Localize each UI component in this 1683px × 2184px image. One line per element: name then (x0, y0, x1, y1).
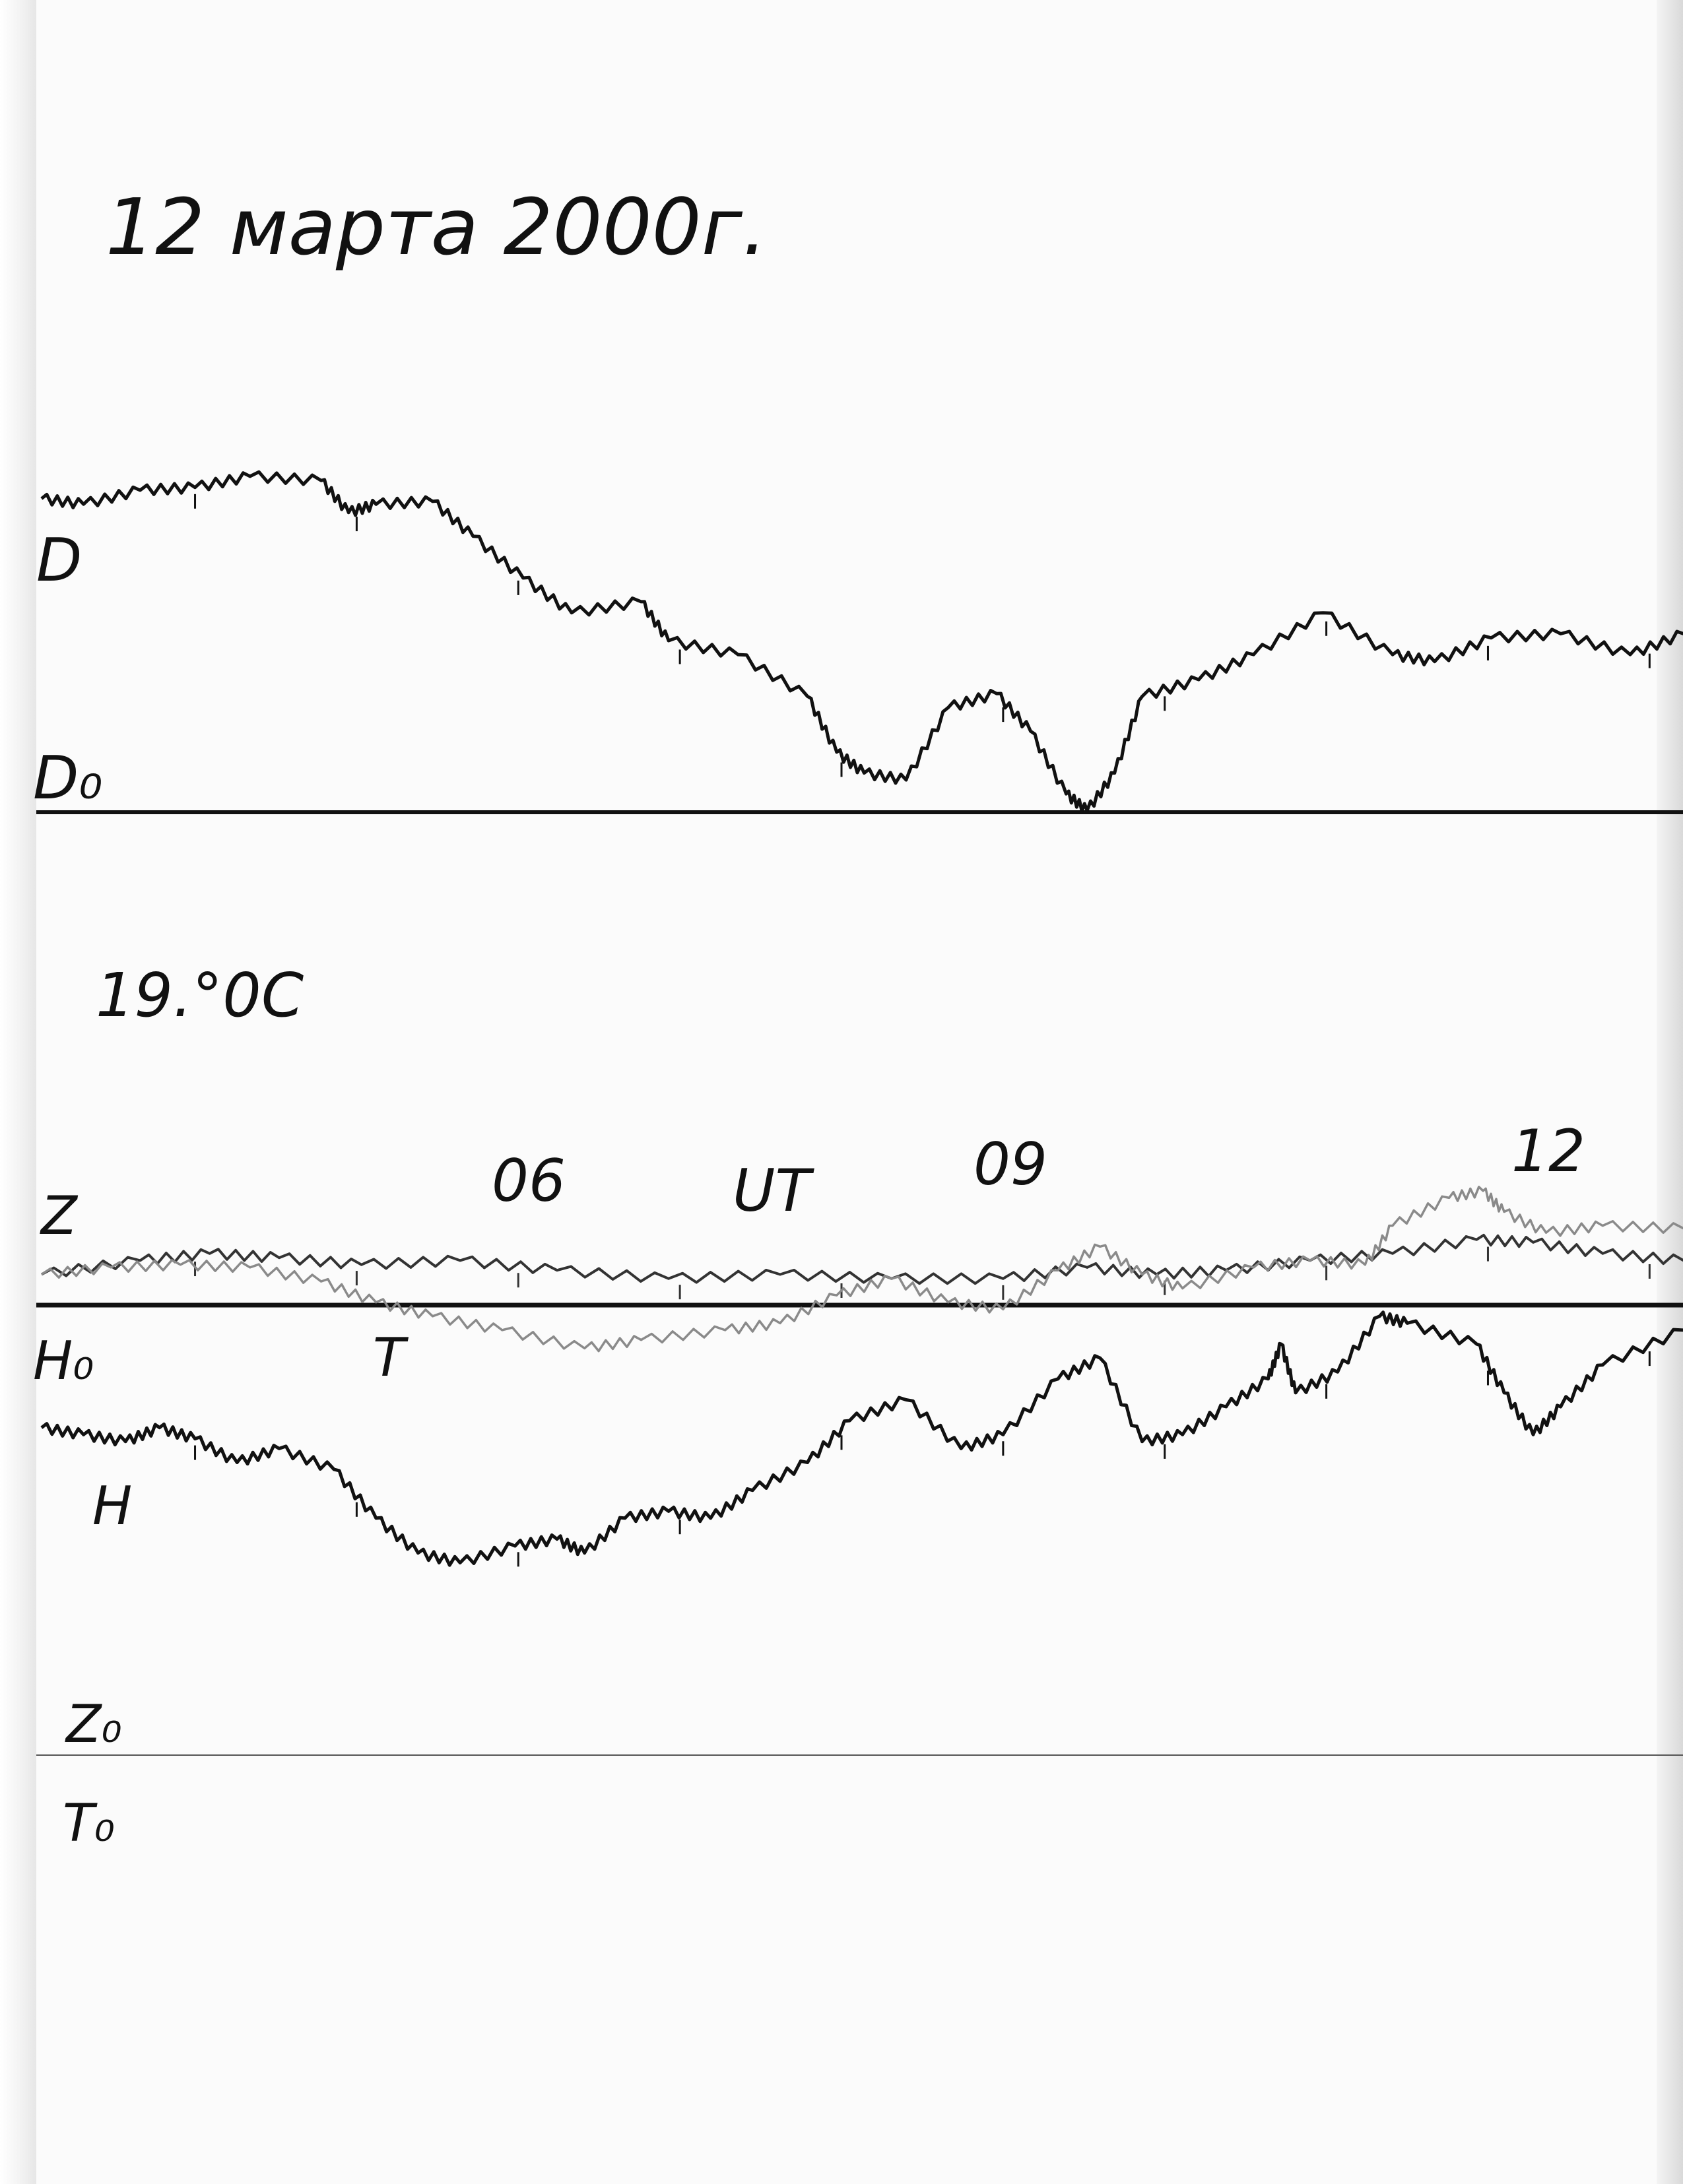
time-label-09: 09 (974, 1130, 1047, 1198)
label-T0: T₀ (63, 1794, 115, 1853)
trace-Z (40, 1233, 1683, 1285)
label-H: H (92, 1475, 132, 1537)
label-Z0: Z₀ (65, 1695, 122, 1754)
label-D0: D₀ (33, 744, 102, 813)
trace-H (40, 1310, 1683, 1567)
trace-T (40, 1186, 1683, 1353)
temperature-label: 19.°0C (96, 960, 304, 1031)
scan-edge-right (1657, 0, 1683, 2184)
time-label-12: 12 (1511, 1117, 1585, 1185)
chart-title: 12 марта 2000г. (106, 181, 767, 273)
label-Z: Z (40, 1185, 79, 1246)
label-H0: H₀ (33, 1330, 94, 1392)
time-unit-label: UT (733, 1157, 814, 1225)
time-label-06: 06 (492, 1147, 566, 1215)
scan-edge-left (0, 0, 36, 2184)
label-D: D (36, 526, 82, 595)
label-T: T (373, 1327, 409, 1388)
trace-D (40, 470, 1683, 814)
